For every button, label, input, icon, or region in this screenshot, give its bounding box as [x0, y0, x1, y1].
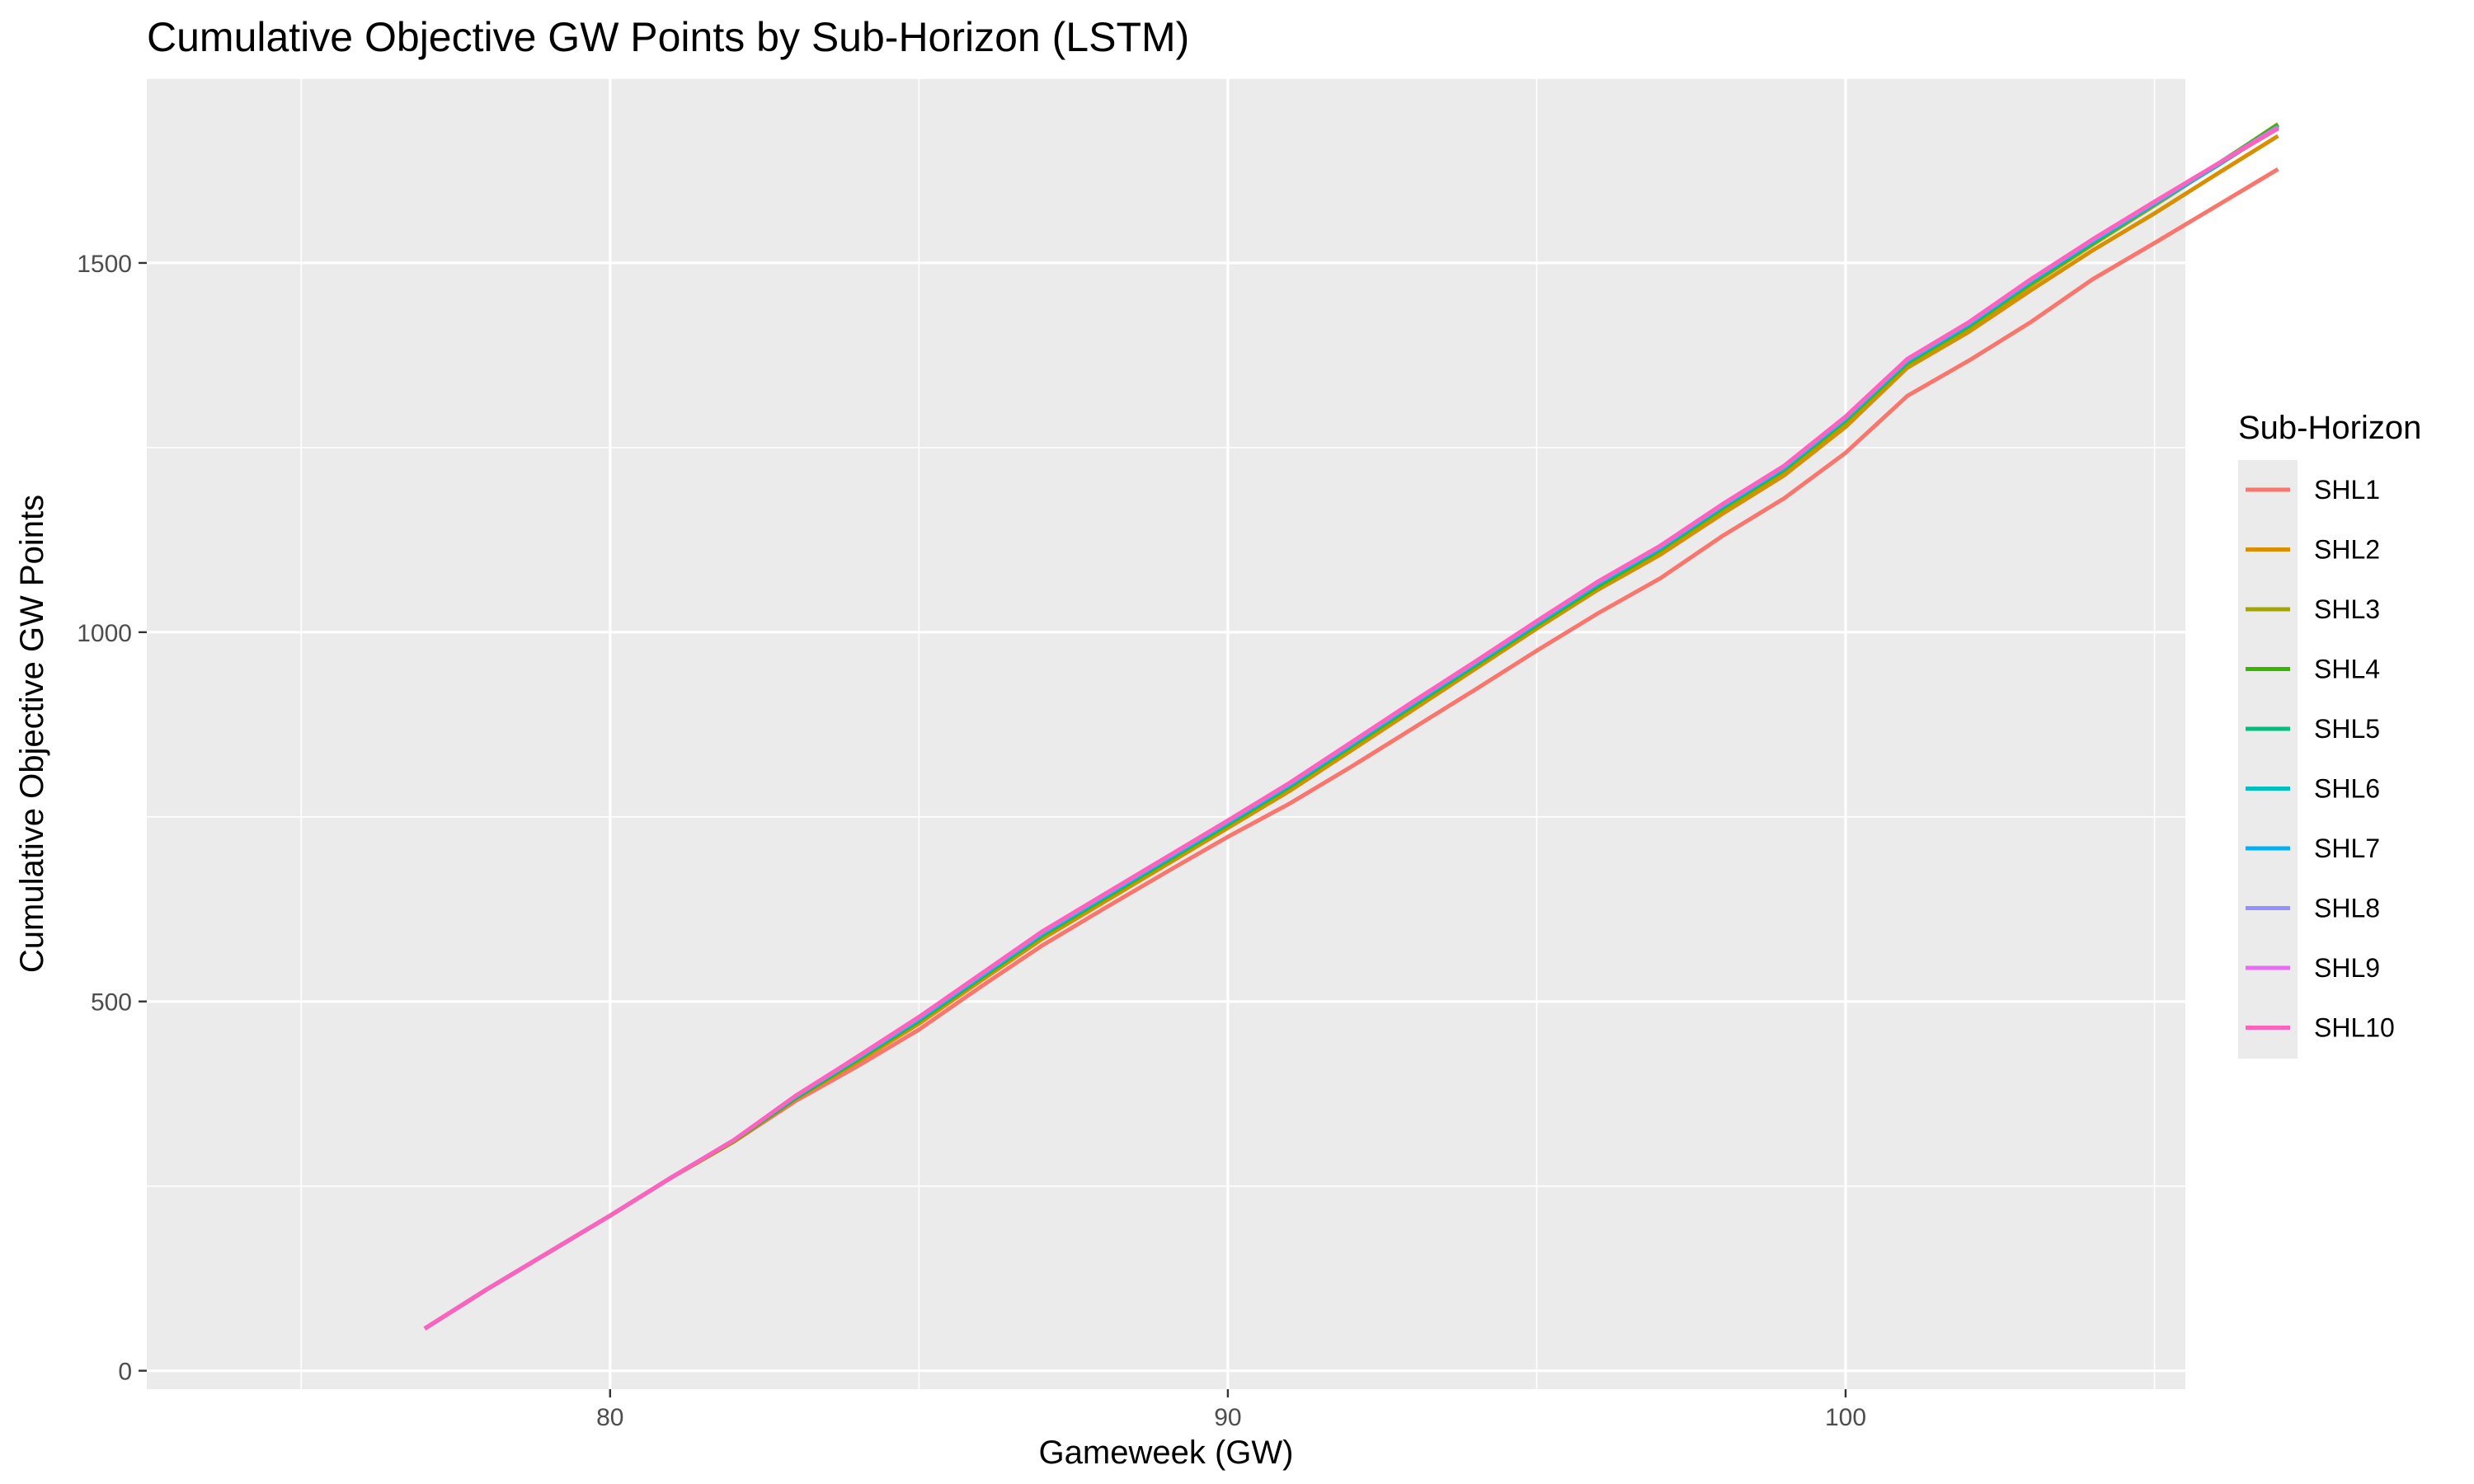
- x-tick-label: 80: [596, 1404, 623, 1431]
- legend-label-shl10: SHL10: [2314, 1013, 2395, 1043]
- minor-gridlines: [147, 77, 2185, 1389]
- legend-items: SHL1 SHL2 SHL3 SHL4 SHL5 SHL6 SHL7 SHL8 SHL9 SHL1…: [2246, 475, 2395, 1043]
- y-tick-label: 500: [91, 989, 132, 1017]
- legend-label-shl3: SHL3: [2314, 594, 2380, 624]
- x-tick-label: 90: [1214, 1404, 1241, 1431]
- x-axis: 80 90 100: [596, 1389, 1866, 1431]
- series-line-shl10: [423, 126, 2279, 1331]
- chart-title: Cumulative Objective GW Points by Sub-Ho…: [147, 14, 1189, 60]
- legend-label-shl9: SHL9: [2314, 953, 2380, 983]
- legend-label-shl1: SHL1: [2314, 475, 2380, 505]
- y-tick-label: 0: [118, 1359, 132, 1386]
- x-axis-title: Gameweek (GW): [1039, 1435, 1294, 1471]
- legend-label-shl8: SHL8: [2314, 894, 2380, 923]
- legend-label-shl2: SHL2: [2314, 535, 2380, 565]
- legend: Sub-Horizon SHL1 SHL2 SHL3 SHL4 SHL5 SHL6 SHL7…: [2238, 410, 2421, 1059]
- legend-label-shl6: SHL6: [2314, 774, 2380, 804]
- legend-key-background: [2238, 460, 2298, 1059]
- y-axis-title: Cumulative Objective GW Points: [14, 495, 50, 973]
- legend-label-shl5: SHL5: [2314, 714, 2380, 744]
- y-tick-label: 1500: [77, 251, 132, 278]
- x-tick-label: 100: [1825, 1404, 1866, 1431]
- series-lines: [423, 122, 2279, 1331]
- y-axis: 0 500 1000 1500: [77, 251, 147, 1386]
- y-tick-label: 1000: [77, 620, 132, 647]
- legend-label-shl7: SHL7: [2314, 834, 2380, 863]
- plot-panel: [147, 78, 2185, 1389]
- major-gridlines: [147, 78, 2185, 1389]
- legend-title: Sub-Horizon: [2238, 410, 2421, 446]
- legend-label-shl4: SHL4: [2314, 655, 2380, 684]
